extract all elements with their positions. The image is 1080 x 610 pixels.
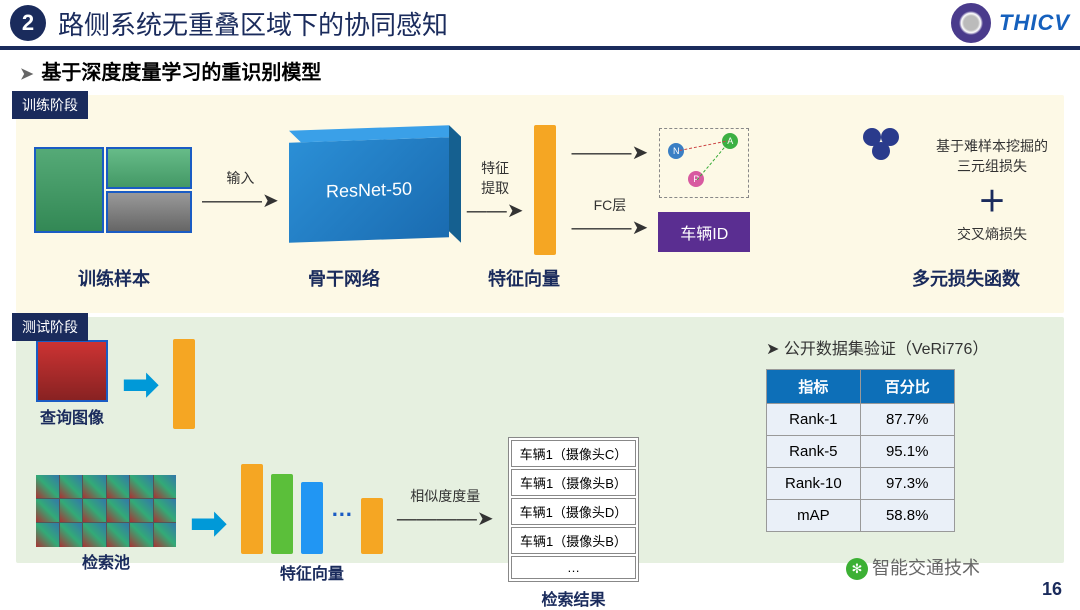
metric-cell: 95.1% (860, 436, 954, 468)
slide-title: 路侧系统无重叠区域下的协同感知 (58, 5, 951, 42)
pool-caption: 检索池 (36, 549, 176, 573)
feat-bar-o2 (361, 498, 383, 554)
metric-cell: 87.7% (860, 404, 954, 436)
dataset-title: ➤ 公开数据集验证（VeRi776） (766, 335, 1054, 359)
triplet-loss-label: 基于难样本挖掘的 三元组损失 (936, 136, 1048, 176)
metric-hdr: 百分比 (860, 370, 954, 404)
feat-extract-label: 特征 提取 (467, 158, 524, 198)
metric-cell: mAP (767, 500, 861, 532)
featvec-caption-2: 特征向量 (241, 560, 383, 584)
result-row: 车辆1（摄像头B） (511, 527, 637, 554)
watermark: ✻智能交通技术 (846, 554, 980, 580)
vehicle-id-box: 车辆ID (658, 212, 750, 252)
arrow-icon: ———➤ (202, 188, 279, 213)
metric-cell: Rank-1 (767, 404, 861, 436)
feat-bar-g (271, 474, 293, 554)
sample-image-2 (106, 147, 192, 189)
backbone-caption: 骨干网络 (264, 265, 424, 291)
fc-label: FC层 (572, 195, 649, 215)
test-panel: 测试阶段 查询图像 ➡ 检索池 (16, 317, 1064, 563)
university-seal-icon (951, 3, 991, 43)
feat-bar-b (301, 482, 323, 554)
arrow-icon: ———➤ (572, 140, 649, 165)
thicv-logo: THICV (999, 10, 1070, 36)
slide-header: 2 路侧系统无重叠区域下的协同感知 THICV (0, 0, 1080, 50)
sample-image-1 (34, 147, 104, 233)
test-tag: 测试阶段 (12, 313, 88, 341)
cluster-icon (860, 123, 904, 168)
result-row: 车辆1（摄像头C） (511, 440, 637, 467)
plus-icon: ＋ (978, 180, 1006, 220)
result-caption: 检索结果 (508, 586, 640, 610)
input-label: 输入 (202, 168, 279, 188)
sample-image-3 (106, 191, 192, 233)
wechat-icon: ✻ (846, 558, 868, 580)
resnet-cube: ResNet-50 (289, 137, 449, 243)
samples-caption: 训练样本 (34, 265, 194, 291)
metrics-table: 指标百分比 Rank-187.7% Rank-595.1% Rank-1097.… (766, 369, 955, 532)
query-caption: 查询图像 (36, 404, 108, 428)
arrow-blue-icon: ➡ (122, 359, 159, 410)
result-row: 车辆1（摄像头B） (511, 469, 637, 496)
arrow-icon: ——➤ (467, 198, 524, 223)
arrow-icon: ————➤ (397, 506, 494, 531)
metric-hdr: 指标 (767, 370, 861, 404)
train-tag: 训练阶段 (12, 91, 88, 119)
arrow-blue-icon: ➡ (190, 498, 227, 549)
feat-bar-o (241, 464, 263, 554)
ce-loss-label: 交叉熵损失 (957, 224, 1027, 244)
triplet-lines (660, 129, 748, 197)
section-number: 2 (10, 5, 46, 41)
result-row: … (511, 556, 637, 579)
results-table: 车辆1（摄像头C） 车辆1（摄像头B） 车辆1（摄像头D） 车辆1（摄像头B） … (508, 437, 640, 582)
metric-cell: Rank-10 (767, 468, 861, 500)
feat-bar-1 (173, 339, 195, 429)
similarity-label: 相似度度量 (397, 486, 494, 506)
featvec-caption: 特征向量 (474, 265, 574, 291)
pool-grid (36, 475, 176, 547)
dots: … (331, 496, 353, 522)
subtitle: 基于深度度量学习的重识别模型 (0, 50, 1080, 91)
triplet-diagram: N A P (659, 128, 749, 198)
training-panel: 训练阶段 输入 ———➤ ResNet-50 特征 提取 ——➤ ———➤ (16, 95, 1064, 313)
query-image (36, 340, 108, 402)
metric-cell: Rank-5 (767, 436, 861, 468)
multiloss-caption: 多元损失函数 (886, 265, 1046, 291)
arrow-icon: ———➤ (572, 215, 649, 240)
metric-cell: 97.3% (860, 468, 954, 500)
result-row: 车辆1（摄像头D） (511, 498, 637, 525)
feature-bar (534, 125, 556, 255)
metric-cell: 58.8% (860, 500, 954, 532)
page-number: 16 (1042, 579, 1062, 600)
